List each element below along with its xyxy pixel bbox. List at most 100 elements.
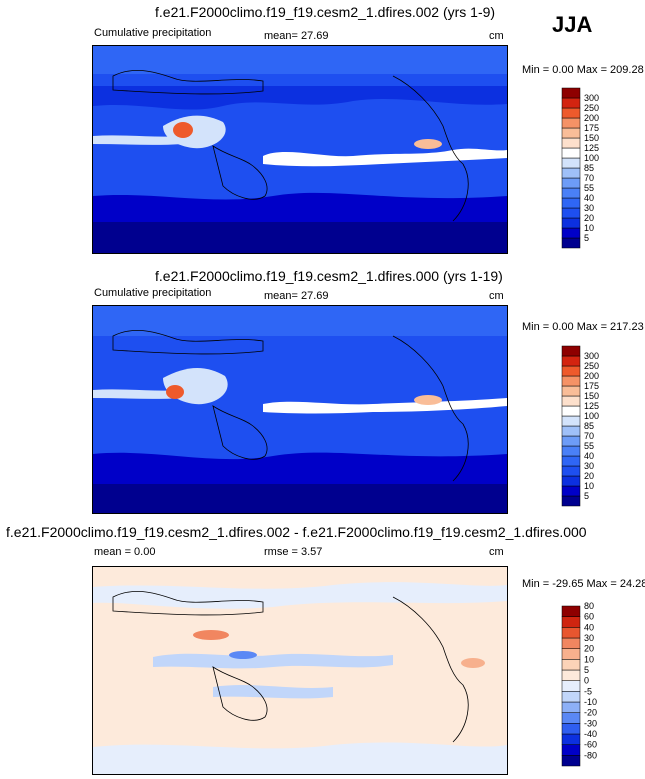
panel1-northern-midlat — [93, 86, 507, 110]
colorbar-box — [561, 385, 581, 397]
panel3-negative-anomaly — [229, 651, 257, 659]
colorbar-box — [561, 217, 581, 229]
colorbar-box — [561, 197, 581, 209]
panel2-left-label: Cumulative precipitation — [94, 287, 212, 299]
colorbar-tick-label: 55 — [584, 183, 594, 193]
panel2-coast-australia — [212, 405, 268, 460]
colorbar-tick-label: 100 — [584, 411, 599, 421]
colorbar-tick-label: 30 — [584, 203, 594, 213]
colorbar-box — [561, 395, 581, 407]
colorbar-tick-label: 10 — [584, 223, 594, 233]
panel2-units: cm — [489, 290, 504, 302]
colorbar-box — [561, 465, 581, 477]
colorbar-tick-label: 20 — [584, 213, 594, 223]
colorbar-box — [561, 365, 581, 377]
colorbar-tick-label: -5 — [584, 686, 592, 696]
colorbar-tick-label: 150 — [584, 133, 599, 143]
colorbar-box — [561, 680, 581, 692]
colorbar-box — [561, 237, 581, 249]
panel3-south-pacific-negative — [213, 685, 333, 699]
colorbar-tick-label: -60 — [584, 740, 597, 750]
colorbar-tick-label: -30 — [584, 718, 597, 728]
colorbar-tick-label: 200 — [584, 113, 599, 123]
colorbar-box — [561, 187, 581, 199]
panel3-rmse: rmse = 3.57 — [264, 546, 323, 558]
colorbar-box — [561, 147, 581, 159]
colorbar-tick-label: 30 — [584, 461, 594, 471]
panel3-colorbar: -80 -60 -40 -30 -20 -10 -5 0 5 10 20 30 40 60 80 — [561, 601, 622, 768]
panel3-units: cm — [489, 546, 504, 558]
panel2-monsoon-max — [166, 385, 184, 399]
colorbar-box — [561, 435, 581, 447]
colorbar-tick-label: 5 — [584, 233, 589, 243]
panel2-coast-americas — [392, 335, 469, 482]
colorbar-box — [561, 405, 581, 417]
panel1-minmax: Min = 0.00 Max = 209.28 — [522, 64, 644, 76]
colorbar-tick-label: 250 — [584, 103, 599, 113]
colorbar-tick-label: 0 — [584, 676, 589, 686]
colorbar-box — [561, 691, 581, 703]
panel3-south-negative — [93, 742, 507, 774]
panel2-antarctic-band — [93, 484, 507, 513]
colorbar-tick-label: 175 — [584, 381, 599, 391]
colorbar-box — [561, 616, 581, 628]
colorbar-tick-label: 40 — [584, 193, 594, 203]
colorbar-box — [561, 167, 581, 179]
colorbar-tick-label: -40 — [584, 729, 597, 739]
panel1-colorbar: 5 10 20 30 40 55 70 85 100 125 150 175 200 250 300 — [561, 87, 622, 250]
panel1-southern-dry-band — [93, 192, 507, 222]
colorbar-box — [561, 425, 581, 437]
colorbar-box — [561, 207, 581, 219]
panel2-title: f.e21.F2000climo.f19_f19.cesm2_1.dfires.… — [155, 268, 503, 284]
panel2-mean: mean= 27.69 — [264, 290, 329, 302]
season-label: JJA — [552, 12, 593, 37]
colorbar-tick-label: 175 — [584, 123, 599, 133]
colorbar-box — [561, 669, 581, 681]
colorbar-box — [561, 127, 581, 139]
colorbar-box — [561, 445, 581, 457]
panel3-tropical-negative — [153, 653, 393, 669]
colorbar-tick-label: 40 — [584, 451, 594, 461]
colorbar-box — [561, 227, 581, 239]
colorbar-box — [561, 648, 581, 660]
colorbar-tick-label: -80 — [584, 750, 597, 760]
colorbar-tick-label: -20 — [584, 708, 597, 718]
panel3-title: f.e21.F2000climo.f19_f19.cesm2_1.dfires.… — [6, 524, 587, 540]
panel3-coast-americas — [392, 596, 469, 743]
colorbar-box — [561, 355, 581, 367]
panel1-monsoon-max — [173, 122, 193, 138]
colorbar-tick-label: 85 — [584, 163, 594, 173]
panel1-antarctic-band — [93, 222, 507, 253]
panel2-minmax: Min = 0.00 Max = 217.23 — [522, 321, 644, 333]
colorbar-box — [561, 701, 581, 713]
panel1-title: f.e21.F2000climo.f19_f19.cesm2_1.dfires.… — [155, 4, 496, 20]
colorbar-tick-label: 10 — [584, 481, 594, 491]
panel3-positive-anomaly-east — [461, 658, 485, 668]
panel1-units: cm — [489, 30, 504, 42]
panel1-coast-australia — [212, 145, 268, 200]
colorbar-box — [561, 485, 581, 497]
colorbar-box — [561, 137, 581, 149]
colorbar-tick-label: 250 — [584, 361, 599, 371]
colorbar-tick-label: 70 — [584, 173, 594, 183]
panel1-arctic-band — [93, 46, 507, 74]
colorbar-tick-label: 60 — [584, 612, 594, 622]
colorbar-tick-label: 5 — [584, 665, 589, 675]
panel1-map — [92, 45, 508, 254]
panel1-australia-dry — [203, 210, 283, 222]
colorbar-box — [561, 177, 581, 189]
colorbar-tick-label: 5 — [584, 491, 589, 501]
panel1-map-svg — [93, 46, 507, 253]
colorbar-box — [561, 157, 581, 169]
panel3-positive-anomaly — [193, 630, 229, 640]
colorbar-tick-label: 40 — [584, 622, 594, 632]
colorbar-tick-label: 70 — [584, 431, 594, 441]
panel1-itcz-atlantic — [93, 135, 183, 145]
colorbar-tick-label: 55 — [584, 441, 594, 451]
panel2-colorbar: 5 10 20 30 40 55 70 85 100 125 150 175 200 250 300 — [561, 345, 622, 508]
colorbar-tick-label: -10 — [584, 697, 597, 707]
colorbar-box — [561, 723, 581, 735]
colorbar-box — [561, 375, 581, 387]
